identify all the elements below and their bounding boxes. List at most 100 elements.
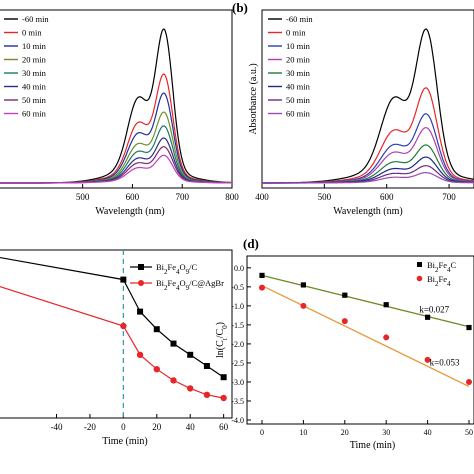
data-point	[203, 391, 211, 398]
data-point	[425, 314, 431, 320]
legend-label: Bi2Fe4	[427, 274, 451, 288]
x-axis-label: Time (min)	[350, 440, 395, 451]
legend-marker	[417, 262, 422, 267]
series-line-0	[0, 256, 224, 378]
y-tick-label: -4.0	[231, 416, 244, 425]
x-tick-label: 30	[382, 428, 390, 437]
x-tick-label: 500	[318, 192, 332, 202]
legend-label: 0 min	[286, 28, 306, 38]
series-line-2	[0, 92, 232, 184]
legend-label: -60 min	[286, 14, 313, 24]
data-point	[170, 340, 177, 347]
legend-label: Bi2Fe4O9/C@AgBr	[156, 278, 224, 292]
legend-marker	[138, 264, 144, 270]
legend-label: 60 min	[286, 109, 311, 119]
legend-label: 50 min	[22, 95, 47, 105]
legend-marker	[416, 275, 423, 282]
x-tick-label: 40	[186, 422, 196, 432]
x-tick-label: 10	[299, 428, 307, 437]
data-point	[424, 356, 431, 363]
x-tick-label: -20	[84, 422, 96, 432]
data-point	[153, 326, 160, 333]
x-axis-label: Wavelength (nm)	[95, 206, 164, 217]
legend-label: 40 min	[22, 82, 47, 92]
legend-label: 60 min	[22, 109, 47, 119]
y-axis-label: Absorbance (a.u.)	[248, 63, 259, 134]
x-tick-label: 40	[424, 428, 432, 437]
panel-a: 500 600 700 800 Wavelength (nm) -60 min 0 min 1…	[0, 9, 239, 217]
legend-label: 10 min	[22, 41, 47, 51]
panel-label: (d)	[243, 236, 259, 251]
panel-b-frame	[261, 9, 474, 189]
data-point	[120, 276, 127, 283]
legend-label: Bi2Fe4O9/C	[156, 262, 198, 276]
legend-label: 30 min	[22, 68, 47, 78]
legend-label: 40 min	[286, 82, 311, 92]
panel-label: (b)	[232, 0, 248, 15]
data-point	[383, 334, 390, 341]
data-point	[342, 292, 348, 298]
y-tick-label: -3.5	[231, 397, 244, 406]
panel-c-frame	[0, 249, 233, 419]
y-tick-label: -3.0	[231, 378, 244, 387]
legend-label: Bi2Fe4C	[427, 260, 457, 274]
data-point	[383, 302, 389, 308]
series-line-3	[262, 127, 474, 184]
data-point	[466, 378, 472, 385]
x-tick-label: 700	[442, 192, 456, 202]
rate-constant-label: k=0.027	[419, 305, 449, 315]
x-tick-label: 20	[152, 422, 162, 432]
data-point	[259, 284, 265, 291]
panel-d: 0.0 -0.5 -1.0 -1.5 -2.0 -2.5 -3.0 -3.5 -4.0 0 10 20…	[215, 236, 474, 451]
x-tick-label: 800	[225, 192, 239, 202]
y-tick-label: -1.0	[231, 302, 244, 311]
series-line-1	[0, 286, 224, 399]
x-tick-label: 0	[260, 428, 264, 437]
data-point	[187, 351, 194, 358]
legend-label: 20 min	[286, 55, 311, 65]
data-point	[220, 394, 227, 402]
data-point	[136, 351, 144, 358]
fit-line-0	[261, 274, 470, 328]
series-line-0	[262, 28, 474, 184]
legend-label: 0 min	[22, 28, 42, 38]
legend-marker	[138, 280, 144, 286]
y-tick-label: -1.5	[231, 321, 244, 330]
x-tick-label: 20	[341, 428, 349, 437]
data-point	[466, 324, 472, 331]
data-point	[300, 302, 307, 309]
panel-c: -40 -20 0 20 40 60 Time (min) Bi2Fe4O9/C Bi2Fe4O…	[0, 249, 233, 447]
x-tick-label: 500	[76, 192, 90, 202]
series-line-7	[0, 154, 232, 184]
x-tick-label: 600	[380, 192, 394, 202]
data-point	[203, 363, 210, 369]
data-point	[220, 374, 227, 381]
data-point	[153, 366, 160, 373]
y-tick-label: 0.0	[234, 264, 244, 273]
data-point	[120, 322, 127, 330]
panel-b: 400 500 600 700 Wavelength (nm) Absorbance (a…	[232, 0, 474, 217]
data-point	[170, 377, 177, 384]
legend-label: 20 min	[22, 55, 47, 65]
panel-d-frame	[246, 255, 474, 425]
x-tick-label: -40	[51, 422, 63, 432]
x-tick-label: 700	[175, 192, 189, 202]
data-point	[187, 385, 194, 392]
fit-line-1	[261, 285, 470, 388]
y-tick-label: -0.5	[231, 283, 244, 292]
x-axis-label: Time (min)	[102, 436, 147, 447]
x-tick-label: 400	[255, 192, 269, 202]
data-point	[341, 318, 348, 325]
rate-constant-label: k=0.053	[430, 358, 460, 368]
y-tick-label: -2.0	[231, 340, 244, 349]
x-tick-label: 600	[126, 192, 140, 202]
series-line-7	[262, 172, 474, 184]
data-point	[259, 272, 265, 279]
series-line-0	[0, 28, 232, 184]
legend-label: 50 min	[286, 95, 311, 105]
x-axis-label: Wavelength (nm)	[333, 206, 402, 217]
x-tick-label: 0	[121, 422, 126, 432]
legend-label: 10 min	[286, 41, 311, 51]
legend-label: 30 min	[286, 68, 311, 78]
